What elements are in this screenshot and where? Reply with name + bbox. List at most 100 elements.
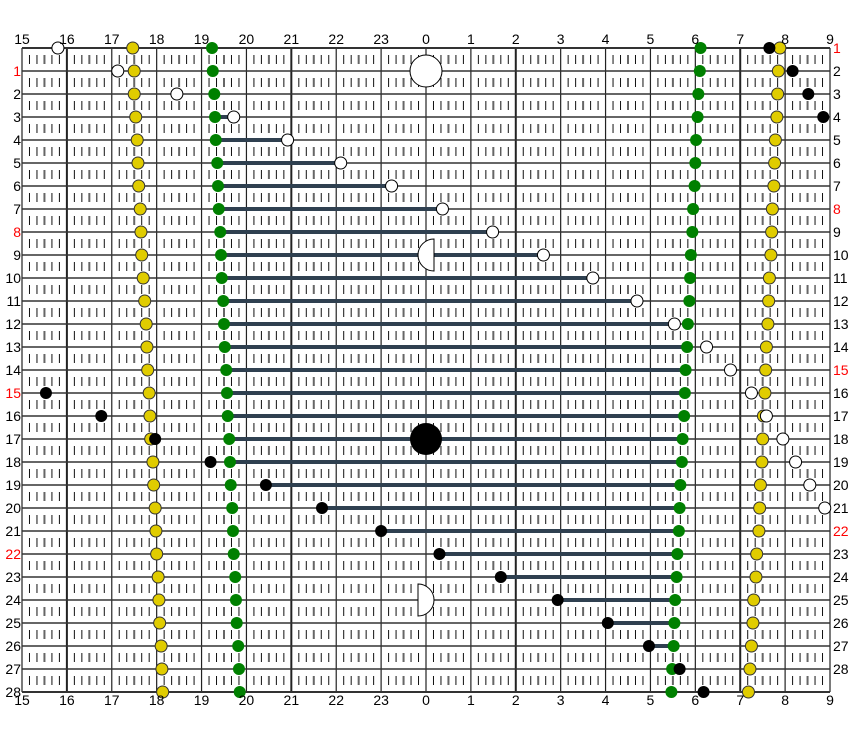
green-point <box>226 502 239 514</box>
bars <box>215 115 688 648</box>
full-moon-white-icon <box>409 54 443 88</box>
row-label-left: 10 <box>5 270 21 286</box>
green-point <box>226 525 239 537</box>
yellow-point <box>771 64 785 78</box>
green-point <box>215 272 228 284</box>
yellow-point <box>149 524 163 538</box>
row-label-left: 1 <box>13 63 21 79</box>
x-tick-label-bottom: 6 <box>691 692 699 708</box>
x-tick-label-bottom: 23 <box>373 692 389 708</box>
yellow-point <box>762 271 776 285</box>
green-point <box>672 525 685 537</box>
row-label-right: 5 <box>833 132 841 148</box>
black-point <box>375 525 388 537</box>
yellow-point <box>153 616 167 630</box>
x-tick-label-bottom: 15 <box>14 692 30 708</box>
white-point <box>744 386 758 400</box>
green-point <box>689 157 702 169</box>
white-point <box>700 340 714 354</box>
white-point <box>759 409 773 423</box>
green-point <box>233 686 246 698</box>
yellow-point <box>741 685 755 699</box>
green-point <box>691 111 704 123</box>
yellow-point <box>146 455 160 469</box>
yellow-point <box>155 662 169 676</box>
green-point <box>218 318 230 330</box>
black-point <box>551 594 564 606</box>
green-point <box>690 134 703 146</box>
green-point <box>676 433 689 445</box>
row-label-right: 3 <box>833 86 841 102</box>
white-point <box>586 271 600 285</box>
green-point <box>674 479 687 491</box>
row-label-right: 9 <box>833 224 841 240</box>
yellow-point <box>749 570 763 584</box>
green-point <box>220 387 233 399</box>
green-point <box>665 686 678 698</box>
yellow-point <box>746 616 760 630</box>
yellow-point <box>753 501 767 515</box>
white-point <box>170 87 184 101</box>
yellow-point <box>134 225 148 239</box>
green-point <box>229 594 242 606</box>
row-label-right: 19 <box>833 454 849 470</box>
row-label-right: 22 <box>833 523 849 539</box>
row-label-right: 24 <box>833 569 849 585</box>
black-point <box>259 479 272 491</box>
x-tick-label-bottom: 2 <box>512 692 520 708</box>
green-point <box>692 88 705 100</box>
white-point <box>723 363 737 377</box>
yellow-point <box>126 41 140 55</box>
row-label-right: 6 <box>833 155 841 171</box>
yellow-point <box>150 547 164 561</box>
yellow-point <box>744 639 758 653</box>
row-label-right: 2 <box>833 63 841 79</box>
x-tick-label-top: 7 <box>736 31 744 47</box>
row-label-left: 13 <box>5 339 21 355</box>
x-tick-label-top: 8 <box>781 31 789 47</box>
green-point <box>206 65 219 77</box>
yellow-point <box>130 133 144 147</box>
row-label-left: 18 <box>5 454 21 470</box>
yellow-point <box>759 363 773 377</box>
green-point <box>688 180 701 192</box>
yellow-point <box>147 478 161 492</box>
yellow-point <box>758 386 772 400</box>
x-tick-label-bottom: 7 <box>736 692 744 708</box>
row-label-left: 8 <box>13 224 21 240</box>
x-tick-label-top: 16 <box>59 31 75 47</box>
white-point <box>385 179 399 193</box>
green-point <box>678 387 691 399</box>
yellow-point <box>762 294 776 308</box>
yellow-point <box>770 110 784 124</box>
green-point <box>221 410 234 422</box>
white-point <box>776 432 790 446</box>
row-label-right: 11 <box>833 270 848 286</box>
yellow-point <box>151 570 165 584</box>
x-tick-label-bottom: 4 <box>602 692 610 708</box>
labels: 1515161617171818191920202121222223230011… <box>5 31 848 708</box>
row-label-right: 15 <box>833 362 849 378</box>
row-label-right: 17 <box>833 408 849 424</box>
x-tick-label-bottom: 18 <box>149 692 165 708</box>
yellow-point <box>142 386 156 400</box>
black-point <box>601 617 614 629</box>
yellow-point <box>750 547 764 561</box>
x-tick-label-top: 21 <box>284 31 300 47</box>
green-point <box>673 502 686 514</box>
green-point <box>681 318 694 330</box>
green-point <box>215 249 228 261</box>
row-label-left: 24 <box>5 592 21 608</box>
x-tick-label-top: 15 <box>14 31 30 47</box>
white-point <box>667 317 681 331</box>
row-label-right: 25 <box>833 592 849 608</box>
yellow-point <box>138 294 152 308</box>
yellow-point <box>139 317 153 331</box>
yellow-point <box>771 87 785 101</box>
row-label-right: 20 <box>833 477 849 493</box>
green-point <box>668 617 681 629</box>
black-point <box>95 410 108 422</box>
x-tick-label-bottom: 20 <box>239 692 255 708</box>
row-label-left: 27 <box>5 661 21 677</box>
x-tick-label-top: 22 <box>328 31 344 47</box>
